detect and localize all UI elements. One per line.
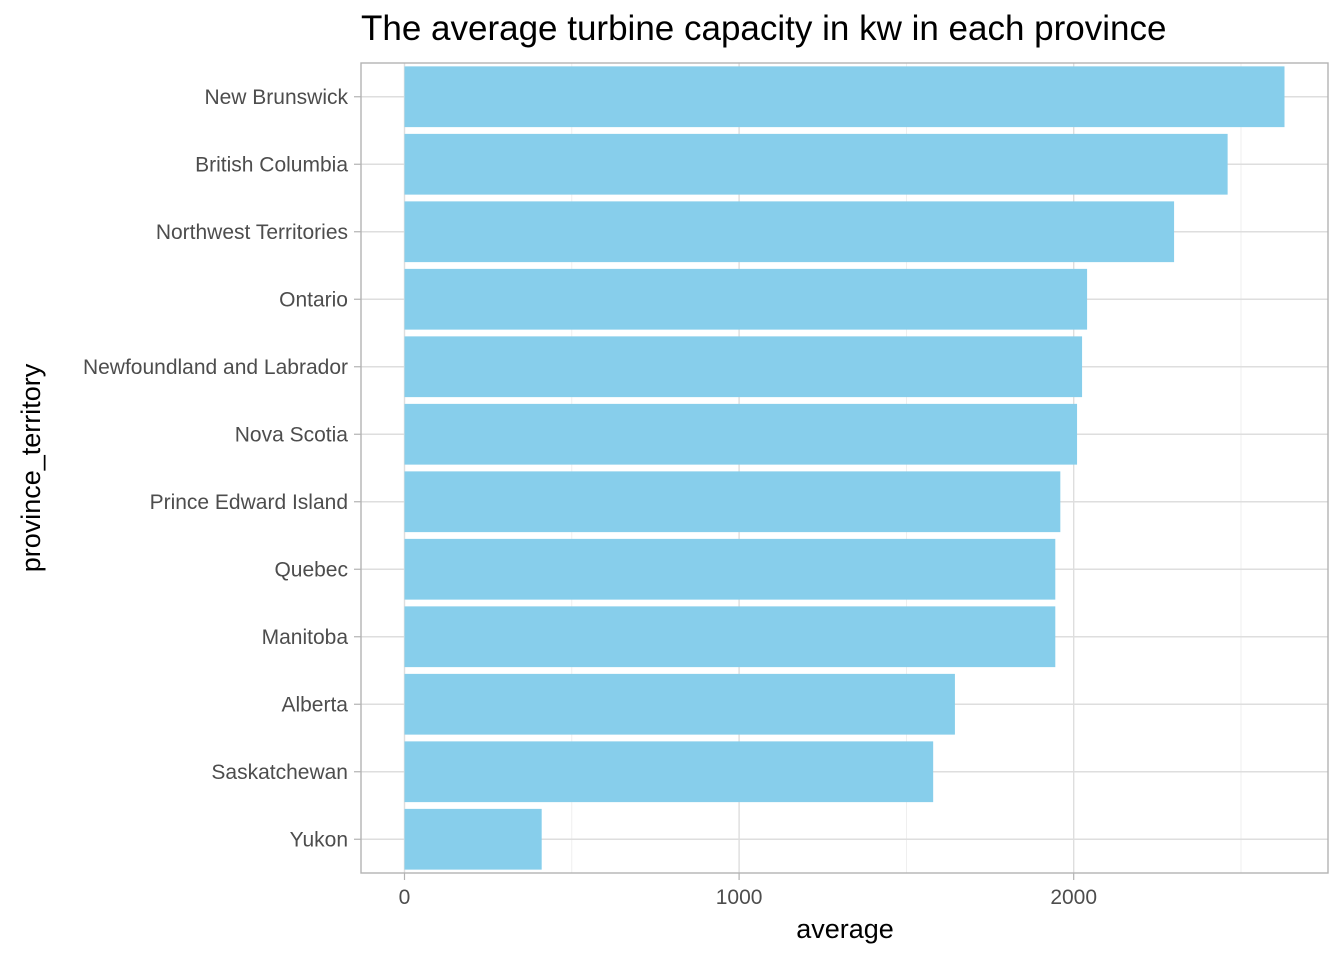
panel-border (360, 62, 1329, 874)
y-tick-label: Saskatchewan (211, 761, 348, 784)
x-tick-label: 1000 (716, 886, 763, 909)
y-axis: New Brunswick British Columbia Northwest T… (83, 86, 361, 851)
chart-title: The average turbine capacity in kw in ea… (361, 9, 1166, 48)
bar (404, 808, 542, 870)
y-tick-label: Prince Edward Island (150, 491, 348, 514)
bar (404, 336, 1083, 398)
y-tick-label: Alberta (281, 693, 348, 716)
bar (404, 673, 955, 735)
bar (404, 471, 1061, 533)
y-tick-label: Yukon (290, 828, 348, 851)
bar (404, 403, 1078, 465)
y-tick-label: Northwest Territories (156, 221, 348, 244)
bar (404, 66, 1285, 128)
bar (404, 201, 1175, 263)
bar (404, 133, 1228, 195)
bar (404, 606, 1056, 668)
y-tick-label: Newfoundland and Labrador (83, 356, 348, 379)
y-tick-label: Quebec (274, 558, 348, 581)
y-axis-title: province_territory (16, 363, 46, 572)
y-tick-label: Nova Scotia (235, 423, 349, 446)
x-axis: 0 1000 2000 (399, 873, 1097, 909)
y-tick-label: British Columbia (195, 153, 348, 176)
bar (404, 538, 1056, 600)
y-tick-label: Manitoba (262, 626, 349, 649)
x-tick-label: 2000 (1050, 886, 1097, 909)
bars (404, 66, 1285, 870)
x-tick-label: 0 (399, 886, 411, 909)
x-axis-title: average (796, 914, 894, 944)
bar (404, 741, 934, 803)
y-tick-label: New Brunswick (204, 86, 348, 109)
y-tick-label: Ontario (279, 288, 348, 311)
bar (404, 268, 1088, 330)
